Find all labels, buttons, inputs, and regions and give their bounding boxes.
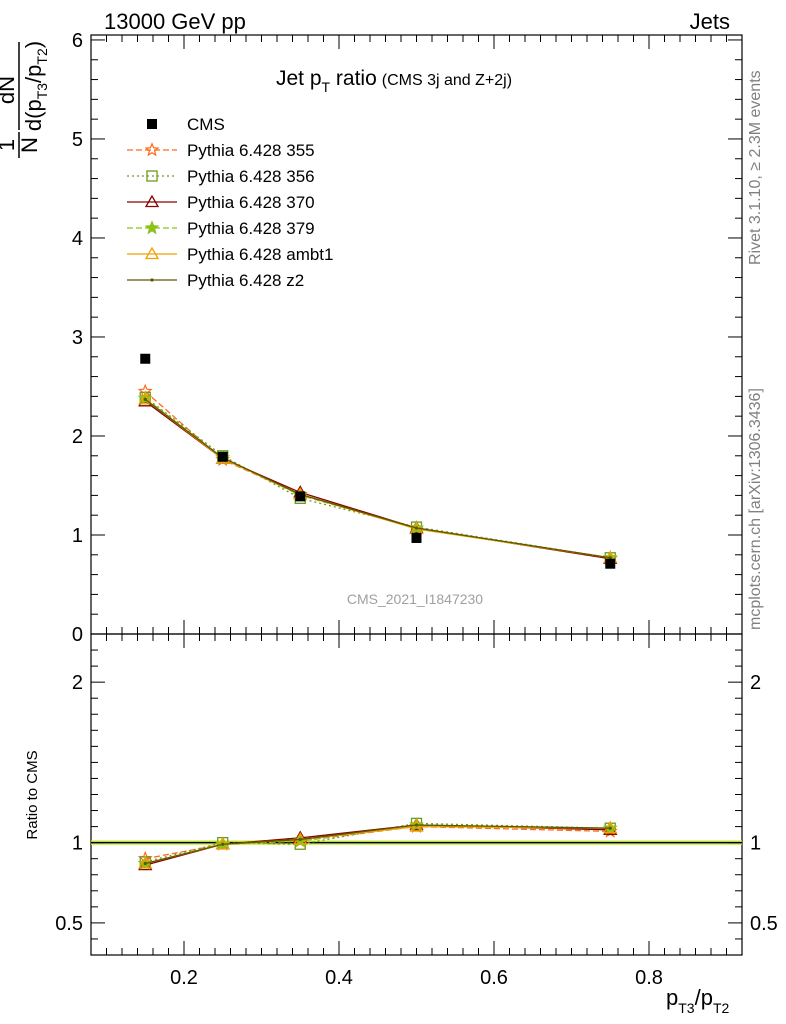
y-label-dN: dN	[0, 76, 19, 104]
legend-marker	[150, 278, 154, 282]
data-point	[608, 556, 612, 560]
series-pythia-6-428-z2	[143, 397, 612, 560]
ratio-data-point	[221, 842, 225, 846]
ratio-panel: 0.5 0.5 1 1 2 2 0.2 0.4 0.6 0.8 Ratio to CMS pT3/pT…	[24, 633, 778, 1016]
legend-label: Pythia 6.428 379	[187, 219, 315, 238]
ratio-series-line	[145, 822, 611, 863]
ratio-y-tick-label: 1	[72, 833, 83, 855]
ratio-y-tick-label: 2	[72, 672, 83, 694]
ratio-y-tick-label-right: 2	[750, 672, 761, 694]
main-panel: 0 1 2 3 4 5 6 Jet pT ratio (CMS 3j and Z+2j) CMS_…	[0, 30, 743, 646]
series-pythia-6-428-ambt1	[138, 392, 618, 563]
series-line	[144, 396, 611, 559]
ratio-frame	[90, 633, 743, 956]
chart-title: Jet pT ratio (CMS 3j and Z+2j)	[276, 67, 512, 95]
x-tick-label: 0.6	[480, 967, 508, 989]
series-pythia-6-428-379	[137, 390, 618, 565]
data-point	[411, 532, 422, 543]
y-axis-label: 1NdNd(pT3/pT2)	[0, 41, 50, 158]
series-pythia-6-428-356	[139, 391, 616, 564]
series-cms	[140, 353, 616, 569]
legend-marker	[144, 246, 160, 260]
x-tick-label: 0.4	[325, 967, 353, 989]
legend-item: Pythia 6.428 z2	[127, 271, 304, 290]
legend-label: Pythia 6.428 356	[187, 167, 315, 186]
series-pythia-6-428-370	[138, 394, 618, 564]
ratio-y-tick-label-right: 1	[750, 833, 761, 855]
rivet-label: Rivet 3.1.10, ≥ 2.3M events	[747, 70, 764, 265]
x-tick-label: 0.8	[635, 967, 663, 989]
ratio-data-point	[298, 837, 302, 842]
series-line	[144, 400, 611, 560]
ratio-y-label: Ratio to CMS	[24, 750, 41, 839]
ratio-data-point	[414, 823, 419, 827]
ratio-y-tick-label: 0.5	[55, 913, 83, 935]
ratio-data-point	[603, 820, 618, 834]
series-line	[144, 398, 611, 559]
data-point	[605, 558, 616, 569]
y-tick-label: 3	[72, 327, 83, 349]
legend-label: Pythia 6.428 z2	[187, 271, 304, 290]
legend-item: Pythia 6.428 355	[127, 141, 315, 160]
y-label-denominator: d(pT3/pT2)	[21, 41, 50, 131]
legend-marker	[147, 119, 157, 129]
legend-item: Pythia 6.428 ambt1	[127, 245, 333, 264]
header-left: 13000 GeV pp	[104, 9, 246, 34]
data-point	[414, 526, 419, 530]
legend-item: Pythia 6.428 356	[127, 167, 315, 186]
data-point	[138, 392, 153, 405]
x-axis-label: pT3/pT2	[666, 985, 730, 1016]
legend-marker	[146, 170, 158, 182]
legend-item: Pythia 6.428 379	[127, 219, 315, 238]
y-tick-label: 5	[72, 129, 83, 151]
legend-label: Pythia 6.428 355	[187, 141, 315, 160]
header-right: Jets	[690, 9, 730, 34]
legend: CMS Pythia 6.428 355 Pythia 6.428 356 Pythi…	[127, 115, 333, 290]
ratio-y-tick-label-right: 0.5	[750, 913, 778, 935]
series-line	[144, 398, 611, 559]
series-line	[144, 390, 611, 560]
data-point	[295, 491, 306, 502]
watermark: CMS_2021_I1847230	[347, 591, 483, 607]
ratio-series-pythia-6-428-z2	[143, 823, 612, 866]
ratio-data-point	[608, 826, 612, 830]
y-label-N: N	[17, 137, 42, 153]
ratio-data-point	[143, 861, 147, 866]
data-point	[217, 451, 228, 462]
mcplots-label: mcplots.cern.ch [arXiv:1306.3436]	[747, 388, 764, 630]
legend-label: Pythia 6.428 370	[187, 193, 315, 212]
legend-item: CMS	[147, 115, 225, 134]
x-tick-label: 0.2	[170, 967, 198, 989]
legend-label: CMS	[187, 115, 225, 134]
y-tick-label: 4	[72, 228, 83, 250]
legend-marker	[144, 194, 160, 208]
y-label-one: 1	[0, 139, 19, 151]
legend-item: Pythia 6.428 370	[127, 193, 315, 212]
data-point	[140, 353, 151, 364]
series-pythia-6-428-355	[137, 383, 618, 566]
series-line	[144, 397, 611, 559]
y-tick-label: 1	[72, 525, 83, 547]
y-tick-label: 0	[72, 624, 83, 646]
legend-marker	[144, 220, 160, 235]
y-tick-label: 6	[72, 30, 83, 52]
y-tick-label: 2	[72, 426, 83, 448]
legend-marker	[144, 142, 160, 157]
data-point	[143, 397, 147, 401]
legend-label: Pythia 6.428 ambt1	[187, 245, 333, 264]
